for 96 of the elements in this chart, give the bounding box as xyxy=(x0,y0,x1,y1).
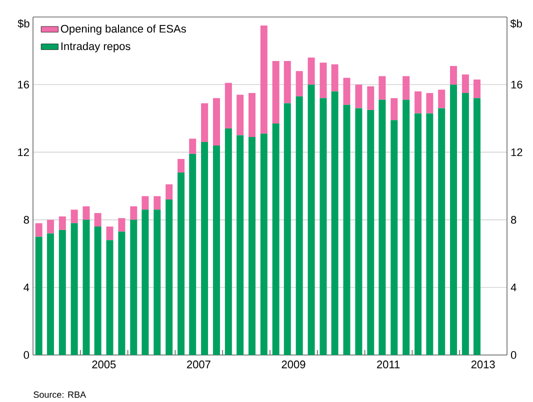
bar xyxy=(343,104,350,355)
bar xyxy=(213,145,220,355)
bar xyxy=(166,200,173,355)
bar xyxy=(343,78,350,105)
bar xyxy=(224,82,232,129)
bar xyxy=(70,210,78,224)
bar xyxy=(308,84,315,355)
bar xyxy=(272,60,280,124)
x-tick-label: 2009 xyxy=(282,360,306,368)
legend-label: Intraday repos xyxy=(61,42,130,52)
bar xyxy=(331,64,338,92)
bar xyxy=(390,120,398,355)
source-note: Source: RBA xyxy=(34,391,86,398)
bar xyxy=(142,210,149,355)
bar xyxy=(178,172,185,355)
x-tick-label: 2011 xyxy=(377,360,400,368)
x-tick-label: 2005 xyxy=(92,360,116,368)
bar xyxy=(58,216,66,230)
bar xyxy=(426,93,434,114)
bar xyxy=(390,98,398,120)
bar xyxy=(46,233,54,355)
bar xyxy=(189,138,196,154)
y-tick-label: 12 xyxy=(18,148,29,156)
bar xyxy=(450,84,458,355)
bar xyxy=(236,94,244,136)
y2-tick-label: 4 xyxy=(510,284,516,292)
x-tick-label: 2013 xyxy=(471,360,495,368)
bar xyxy=(118,232,126,355)
bar xyxy=(82,220,90,355)
bar xyxy=(201,142,208,355)
bar xyxy=(296,96,303,355)
bar xyxy=(94,213,102,227)
bar xyxy=(82,206,90,220)
bar xyxy=(367,110,374,355)
y-tick-label: 4 xyxy=(24,284,30,292)
bar xyxy=(462,74,469,94)
bar xyxy=(248,93,256,137)
bar xyxy=(260,134,268,355)
bar xyxy=(94,226,102,355)
bar xyxy=(130,220,138,355)
bar xyxy=(367,86,374,110)
bar xyxy=(189,154,196,355)
bar xyxy=(166,184,173,200)
bar xyxy=(438,90,446,108)
bar xyxy=(402,100,410,355)
bar xyxy=(35,236,42,355)
y2-tick-label: 0 xyxy=(510,351,516,359)
y2-tick-label: 16 xyxy=(511,80,522,88)
bar xyxy=(130,206,138,220)
bar xyxy=(118,218,126,232)
bar xyxy=(46,220,54,234)
bar xyxy=(462,93,469,355)
bar xyxy=(236,135,244,355)
bar xyxy=(474,98,481,355)
bar xyxy=(154,196,161,210)
y-tick-label: 0 xyxy=(24,351,30,359)
y2-axis-title: $b xyxy=(510,19,522,28)
bar xyxy=(70,223,78,355)
bar xyxy=(296,71,303,96)
bar xyxy=(331,91,338,355)
bar xyxy=(474,80,481,98)
bar xyxy=(378,76,386,100)
bar xyxy=(355,108,362,355)
y2-tick-label: 12 xyxy=(511,148,522,156)
bar xyxy=(178,158,185,172)
bar xyxy=(284,103,291,355)
bar xyxy=(154,210,161,355)
bar xyxy=(320,62,327,98)
bar xyxy=(284,60,291,104)
bar xyxy=(414,113,422,355)
y2-tick-label: 8 xyxy=(511,216,516,224)
bar xyxy=(272,123,280,355)
bar xyxy=(438,108,446,355)
bar xyxy=(426,113,434,355)
bar xyxy=(378,100,386,355)
bar xyxy=(224,128,232,355)
bar xyxy=(35,223,42,237)
y-axis-title: $b xyxy=(18,19,30,28)
bar xyxy=(414,91,422,114)
y-tick-label: 8 xyxy=(24,216,29,224)
bar xyxy=(450,66,458,85)
bar xyxy=(248,136,256,355)
bar xyxy=(402,76,410,100)
bar xyxy=(355,84,362,108)
bar xyxy=(260,25,268,134)
x-tick-label: 2007 xyxy=(187,360,210,368)
bar xyxy=(201,103,208,142)
bar xyxy=(320,98,327,355)
legend-label: Opening balance of ESAs xyxy=(60,24,186,35)
bar xyxy=(142,196,149,210)
bar xyxy=(58,230,66,355)
y-tick-label: 16 xyxy=(18,80,29,88)
bar xyxy=(213,98,220,146)
bar xyxy=(106,226,114,240)
bar xyxy=(308,58,315,85)
bar xyxy=(106,240,114,355)
